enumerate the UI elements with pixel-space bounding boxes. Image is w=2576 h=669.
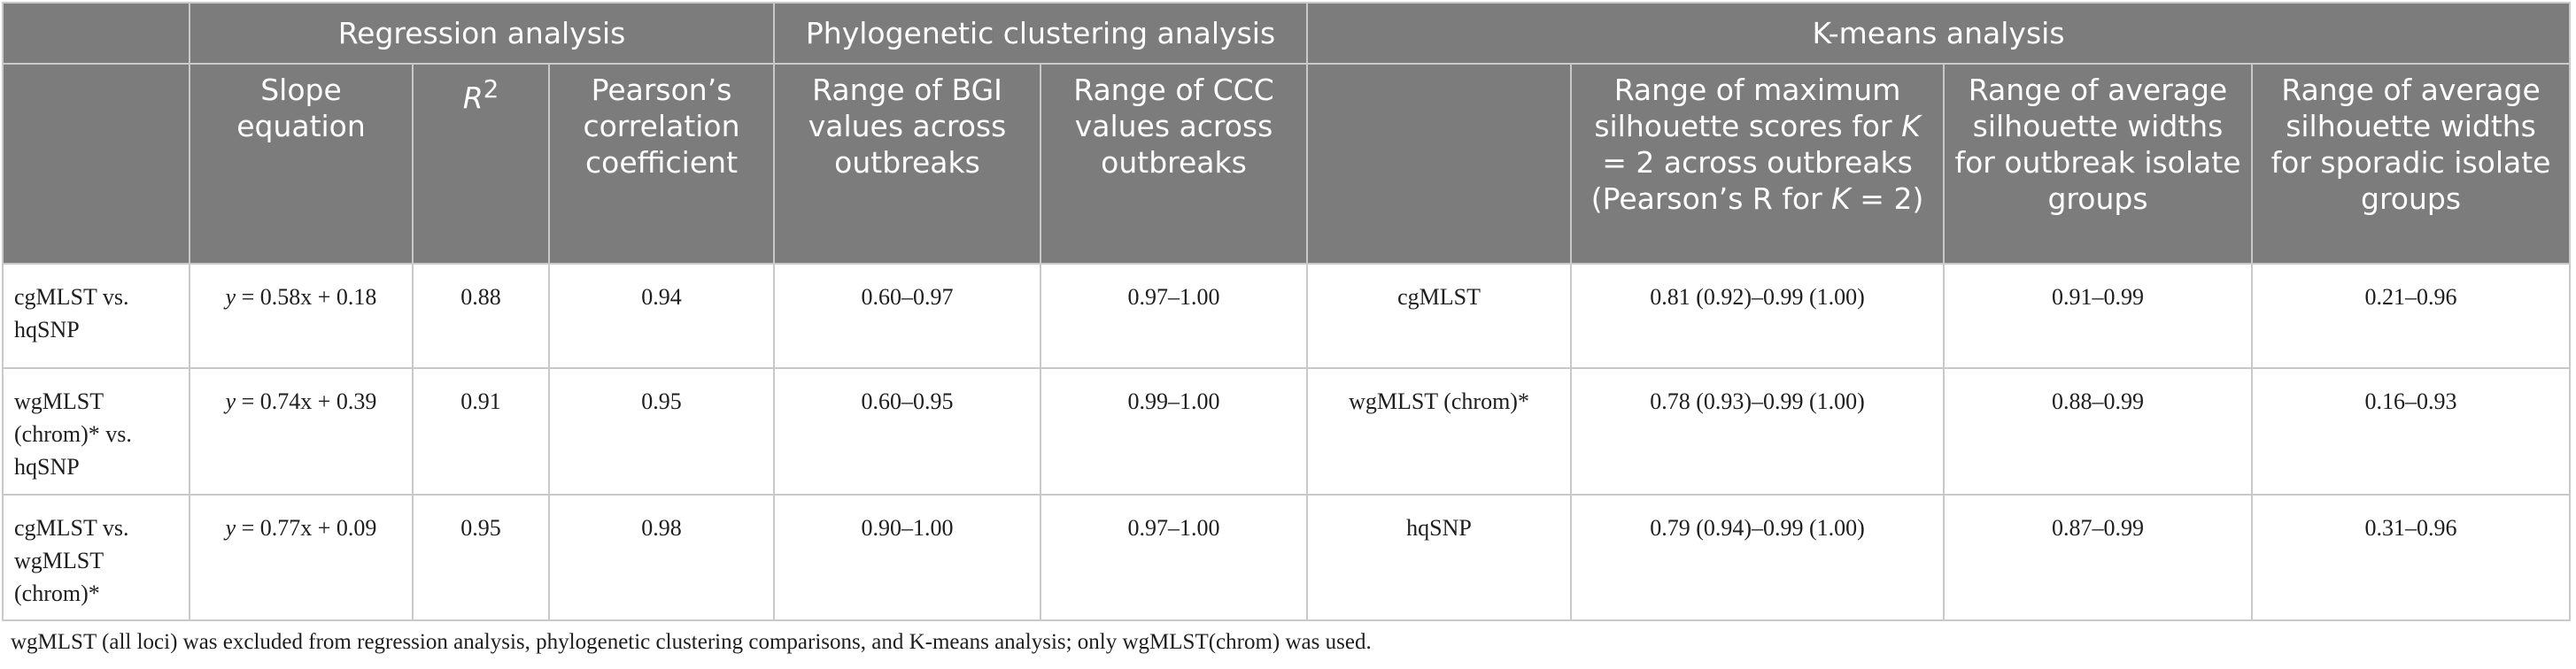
row-pearson: 0.94 bbox=[547, 263, 776, 369]
group-header-row: Regression analysis Phylogenetic cluster… bbox=[2, 2, 2572, 65]
col-header-row-label bbox=[2, 63, 190, 265]
equation-y: y bbox=[225, 515, 236, 541]
silhouette-text-1: Range of maximum silhouette scores for bbox=[1594, 73, 1902, 143]
table-row: wgMLST (chrom)* vs. hqSNP y = 0.74x + 0.… bbox=[2, 367, 2572, 496]
row-kmeans-method: cgMLST bbox=[1306, 263, 1573, 369]
equation-rest: = 0.74x + 0.39 bbox=[236, 388, 377, 414]
row-bgi: 0.90–1.00 bbox=[773, 494, 1042, 621]
row-comparison: cgMLST vs. wgMLST (chrom)* bbox=[2, 494, 190, 621]
row-slope-equation: y = 0.77x + 0.09 bbox=[189, 494, 414, 621]
column-header-row: Slope equation R2 Pearson’s correlation … bbox=[2, 63, 2572, 265]
row-sporadic-width: 0.31–0.96 bbox=[2251, 494, 2572, 621]
col-header-sporadic-width: Range of average silhouette widths for s… bbox=[2251, 63, 2572, 265]
row-outbreak-width: 0.88–0.99 bbox=[1943, 367, 2254, 496]
col-header-kmeans-method bbox=[1306, 63, 1573, 265]
row-comparison: wgMLST (chrom)* vs. hqSNP bbox=[2, 367, 190, 496]
row-bgi: 0.60–0.95 bbox=[773, 367, 1042, 496]
comparison-table: Regression analysis Phylogenetic cluster… bbox=[2, 2, 2572, 621]
group-header-regression: Regression analysis bbox=[188, 2, 776, 65]
row-bgi: 0.60–0.97 bbox=[773, 263, 1042, 369]
col-header-slope-equation: Slope equation bbox=[189, 63, 414, 265]
row-r2: 0.88 bbox=[412, 263, 550, 369]
row-sporadic-width: 0.21–0.96 bbox=[2251, 263, 2572, 369]
row-comparison: cgMLST vs. hqSNP bbox=[2, 263, 190, 369]
table-row: cgMLST vs. wgMLST (chrom)* y = 0.77x + 0… bbox=[2, 494, 2572, 621]
row-outbreak-width: 0.91–0.99 bbox=[1943, 263, 2254, 369]
col-header-pearson: Pearson’s correlation coefficient bbox=[547, 63, 776, 265]
row-pearson: 0.95 bbox=[547, 367, 776, 496]
row-kmeans-method: hqSNP bbox=[1306, 494, 1573, 621]
header-blank-cell bbox=[2, 2, 190, 65]
row-outbreak-width: 0.87–0.99 bbox=[1943, 494, 2254, 621]
row-max-silhouette: 0.78 (0.93)–0.99 (1.00) bbox=[1570, 367, 1946, 496]
table-footnote: wgMLST (all loci) was excluded from regr… bbox=[11, 630, 1372, 654]
row-max-silhouette: 0.81 (0.92)–0.99 (1.00) bbox=[1570, 263, 1946, 369]
row-sporadic-width: 0.16–0.93 bbox=[2251, 367, 2572, 496]
col-header-outbreak-width: Range of average silhouette widths for o… bbox=[1943, 63, 2254, 265]
equation-y: y bbox=[225, 388, 236, 414]
row-kmeans-method: wgMLST (chrom)* bbox=[1306, 367, 1573, 496]
col-header-ccc: Range of CCC values across outbreaks bbox=[1040, 63, 1309, 265]
silhouette-k-1: K bbox=[1901, 109, 1921, 143]
col-header-bgi: Range of BGI values across outbreaks bbox=[773, 63, 1042, 265]
row-ccc: 0.97–1.00 bbox=[1040, 263, 1309, 369]
row-ccc: 0.97–1.00 bbox=[1040, 494, 1309, 621]
row-r2: 0.91 bbox=[412, 367, 550, 496]
equation-y: y bbox=[225, 284, 236, 310]
row-pearson: 0.98 bbox=[547, 494, 776, 621]
equation-rest: = 0.58x + 0.18 bbox=[236, 284, 377, 310]
row-slope-equation: y = 0.74x + 0.39 bbox=[189, 367, 414, 496]
group-header-phylogenetic: Phylogenetic clustering analysis bbox=[773, 2, 1309, 65]
row-r2: 0.95 bbox=[412, 494, 550, 621]
silhouette-k-2: K bbox=[1831, 181, 1851, 216]
col-header-max-silhouette: Range of maximum silhouette scores for K… bbox=[1570, 63, 1946, 265]
silhouette-text-2: = 2 across outbreaks (Pearson’s R for bbox=[1590, 145, 1913, 216]
row-max-silhouette: 0.79 (0.94)–0.99 (1.00) bbox=[1570, 494, 1946, 621]
silhouette-text-3: = 2) bbox=[1850, 181, 1924, 216]
group-header-kmeans: K-means analysis bbox=[1306, 2, 2572, 65]
col-header-r2: R2 bbox=[412, 63, 550, 265]
row-slope-equation: y = 0.58x + 0.18 bbox=[189, 263, 414, 369]
r2-superscript: 2 bbox=[483, 75, 499, 104]
r2-base: R bbox=[462, 81, 483, 115]
table-row: cgMLST vs. hqSNP y = 0.58x + 0.18 0.88 0… bbox=[2, 263, 2572, 369]
row-ccc: 0.99–1.00 bbox=[1040, 367, 1309, 496]
equation-rest: = 0.77x + 0.09 bbox=[236, 515, 377, 541]
